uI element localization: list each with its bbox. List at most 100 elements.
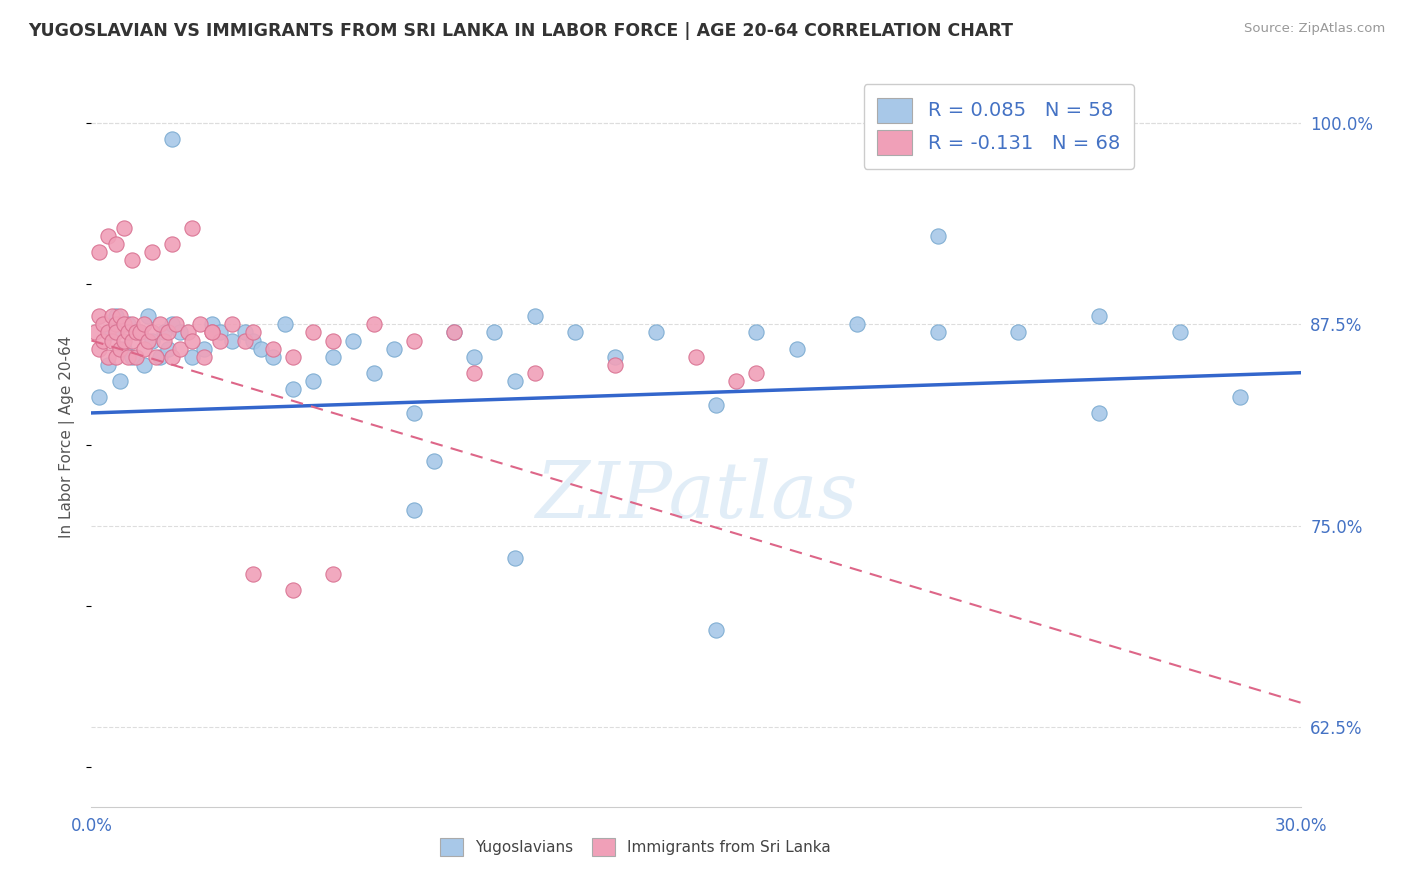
Point: [302, 374, 325, 388]
Point: [121, 253, 143, 268]
Point: [322, 350, 344, 364]
Point: [181, 220, 204, 235]
Point: [128, 326, 150, 340]
Point: [117, 350, 139, 364]
Point: [104, 326, 127, 340]
Point: [786, 342, 808, 356]
Point: [153, 334, 176, 348]
Point: [149, 318, 172, 332]
Point: [1088, 310, 1111, 324]
Point: [402, 502, 425, 516]
Point: [233, 326, 256, 340]
Point: [242, 566, 264, 581]
Point: [169, 326, 191, 340]
Text: YUGOSLAVIAN VS IMMIGRANTS FROM SRI LANKA IN LABOR FORCE | AGE 20-64 CORRELATION : YUGOSLAVIAN VS IMMIGRANTS FROM SRI LANKA…: [28, 22, 1014, 40]
Point: [104, 350, 127, 364]
Point: [221, 318, 243, 332]
Point: [1168, 326, 1191, 340]
Point: [93, 318, 115, 332]
Point: [745, 366, 768, 380]
Point: [242, 334, 264, 348]
Point: [209, 326, 232, 340]
Point: [262, 350, 284, 364]
Point: [100, 310, 122, 324]
Point: [523, 310, 546, 324]
Point: [128, 326, 150, 340]
Point: [484, 326, 506, 340]
Point: [322, 334, 344, 348]
Point: [96, 350, 118, 364]
Point: [605, 350, 627, 364]
Point: [1007, 326, 1029, 340]
Point: [125, 326, 148, 340]
Point: [108, 342, 131, 356]
Point: [363, 366, 385, 380]
Text: Source: ZipAtlas.com: Source: ZipAtlas.com: [1244, 22, 1385, 36]
Point: [153, 326, 176, 340]
Point: [125, 350, 148, 364]
Point: [846, 318, 869, 332]
Point: [89, 342, 111, 356]
Point: [523, 366, 546, 380]
Point: [149, 350, 172, 364]
Point: [165, 318, 187, 332]
Point: [423, 454, 446, 468]
Point: [402, 406, 425, 420]
Point: [443, 326, 465, 340]
Point: [503, 374, 526, 388]
Point: [96, 326, 118, 340]
Point: [302, 326, 325, 340]
Point: [201, 318, 224, 332]
Point: [141, 334, 163, 348]
Point: [281, 382, 304, 396]
Point: [745, 326, 768, 340]
Point: [233, 334, 256, 348]
Point: [249, 342, 271, 356]
Point: [685, 350, 707, 364]
Point: [704, 624, 727, 638]
Point: [121, 350, 143, 364]
Point: [564, 326, 586, 340]
Point: [117, 318, 139, 332]
Point: [136, 334, 159, 348]
Point: [382, 342, 405, 356]
Point: [262, 342, 284, 356]
Point: [112, 334, 135, 348]
Point: [193, 342, 215, 356]
Point: [160, 236, 183, 251]
Point: [141, 244, 163, 259]
Text: ZIPatlas: ZIPatlas: [534, 458, 858, 534]
Point: [121, 334, 143, 348]
Point: [156, 342, 179, 356]
Point: [108, 310, 131, 324]
Point: [156, 326, 179, 340]
Point: [281, 582, 304, 597]
Point: [96, 358, 118, 372]
Point: [463, 350, 485, 364]
Point: [1088, 406, 1111, 420]
Point: [160, 318, 183, 332]
Point: [188, 318, 211, 332]
Point: [141, 326, 163, 340]
Point: [132, 358, 155, 372]
Point: [342, 334, 364, 348]
Point: [177, 326, 200, 340]
Point: [1229, 390, 1251, 404]
Point: [89, 310, 111, 324]
Point: [274, 318, 297, 332]
Point: [181, 334, 204, 348]
Point: [132, 318, 155, 332]
Point: [104, 236, 127, 251]
Point: [605, 358, 627, 372]
Point: [927, 326, 949, 340]
Point: [242, 326, 264, 340]
Point: [443, 326, 465, 340]
Point: [112, 342, 135, 356]
Point: [402, 334, 425, 348]
Point: [363, 318, 385, 332]
Point: [193, 350, 215, 364]
Point: [104, 318, 127, 332]
Point: [503, 550, 526, 565]
Point: [209, 334, 232, 348]
Point: [100, 326, 122, 340]
